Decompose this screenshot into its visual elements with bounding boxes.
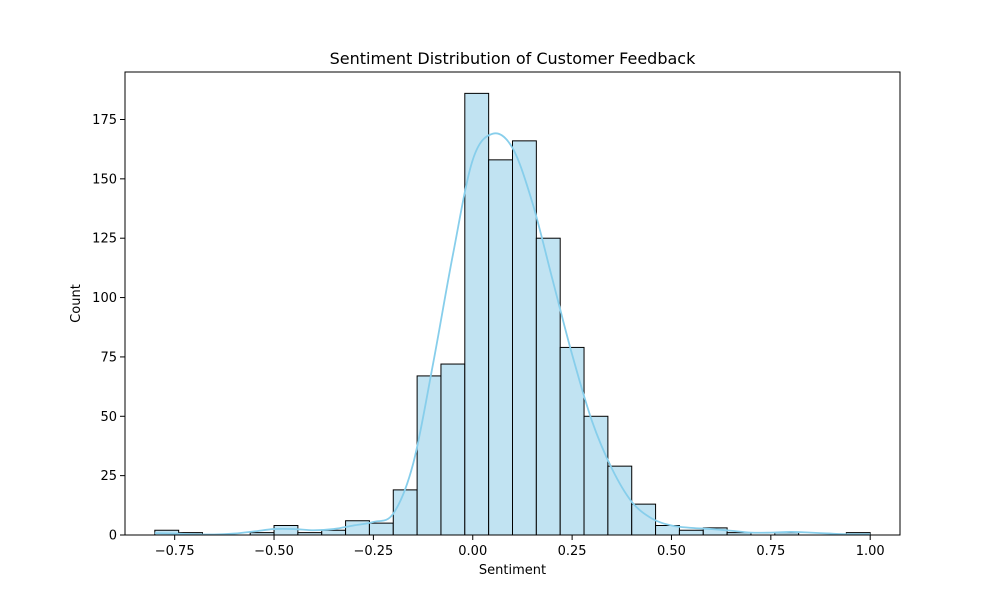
histogram-bar [678, 529, 704, 536]
histogram-bar [559, 346, 585, 536]
histogram-bar [273, 525, 299, 536]
y-tick-label: 125 [92, 232, 117, 247]
x-tick-label: 1.00 [856, 544, 885, 559]
histogram-bar [321, 529, 347, 536]
x-tick-label: −0.50 [254, 544, 294, 559]
x-tick-label: 0.50 [657, 544, 686, 559]
histogram-bar [440, 363, 466, 536]
x-tick-label: −0.75 [155, 544, 195, 559]
x-axis-label: Sentiment [479, 563, 546, 578]
y-axis-label: Count [69, 284, 84, 323]
y-tick-label: 25 [100, 469, 117, 484]
histogram-bar [464, 92, 490, 536]
histogram-bar [488, 159, 513, 536]
histogram-bar [512, 140, 537, 536]
histogram-bar [535, 237, 561, 536]
histogram-bar [392, 489, 418, 536]
histogram-bars [154, 92, 871, 536]
x-tick-label: 0.25 [558, 544, 587, 559]
x-tick-label: −0.25 [353, 544, 393, 559]
x-tick-label: 0.00 [458, 544, 487, 559]
histogram-bar [416, 375, 442, 536]
plot-frame [124, 71, 901, 536]
y-tick-label: 0 [109, 529, 117, 544]
kde-curve [154, 132, 871, 536]
histogram-bar [368, 522, 394, 536]
y-tick-label: 100 [92, 291, 117, 306]
y-tick-label: 175 [92, 113, 117, 128]
y-axis-ticks: 0 25 50 75 100 125 150 175 [92, 113, 125, 544]
y-tick-label: 150 [92, 172, 117, 187]
x-tick-label: 0.75 [756, 544, 785, 559]
histogram-bar [607, 465, 633, 536]
x-axis-ticks: −0.75 −0.50 −0.25 0.00 0.25 0.50 0.75 1.00 [155, 535, 885, 559]
y-tick-label: 75 [100, 350, 117, 365]
y-tick-label: 50 [100, 410, 117, 425]
chart-title: Sentiment Distribution of Customer Feedb… [330, 49, 696, 68]
